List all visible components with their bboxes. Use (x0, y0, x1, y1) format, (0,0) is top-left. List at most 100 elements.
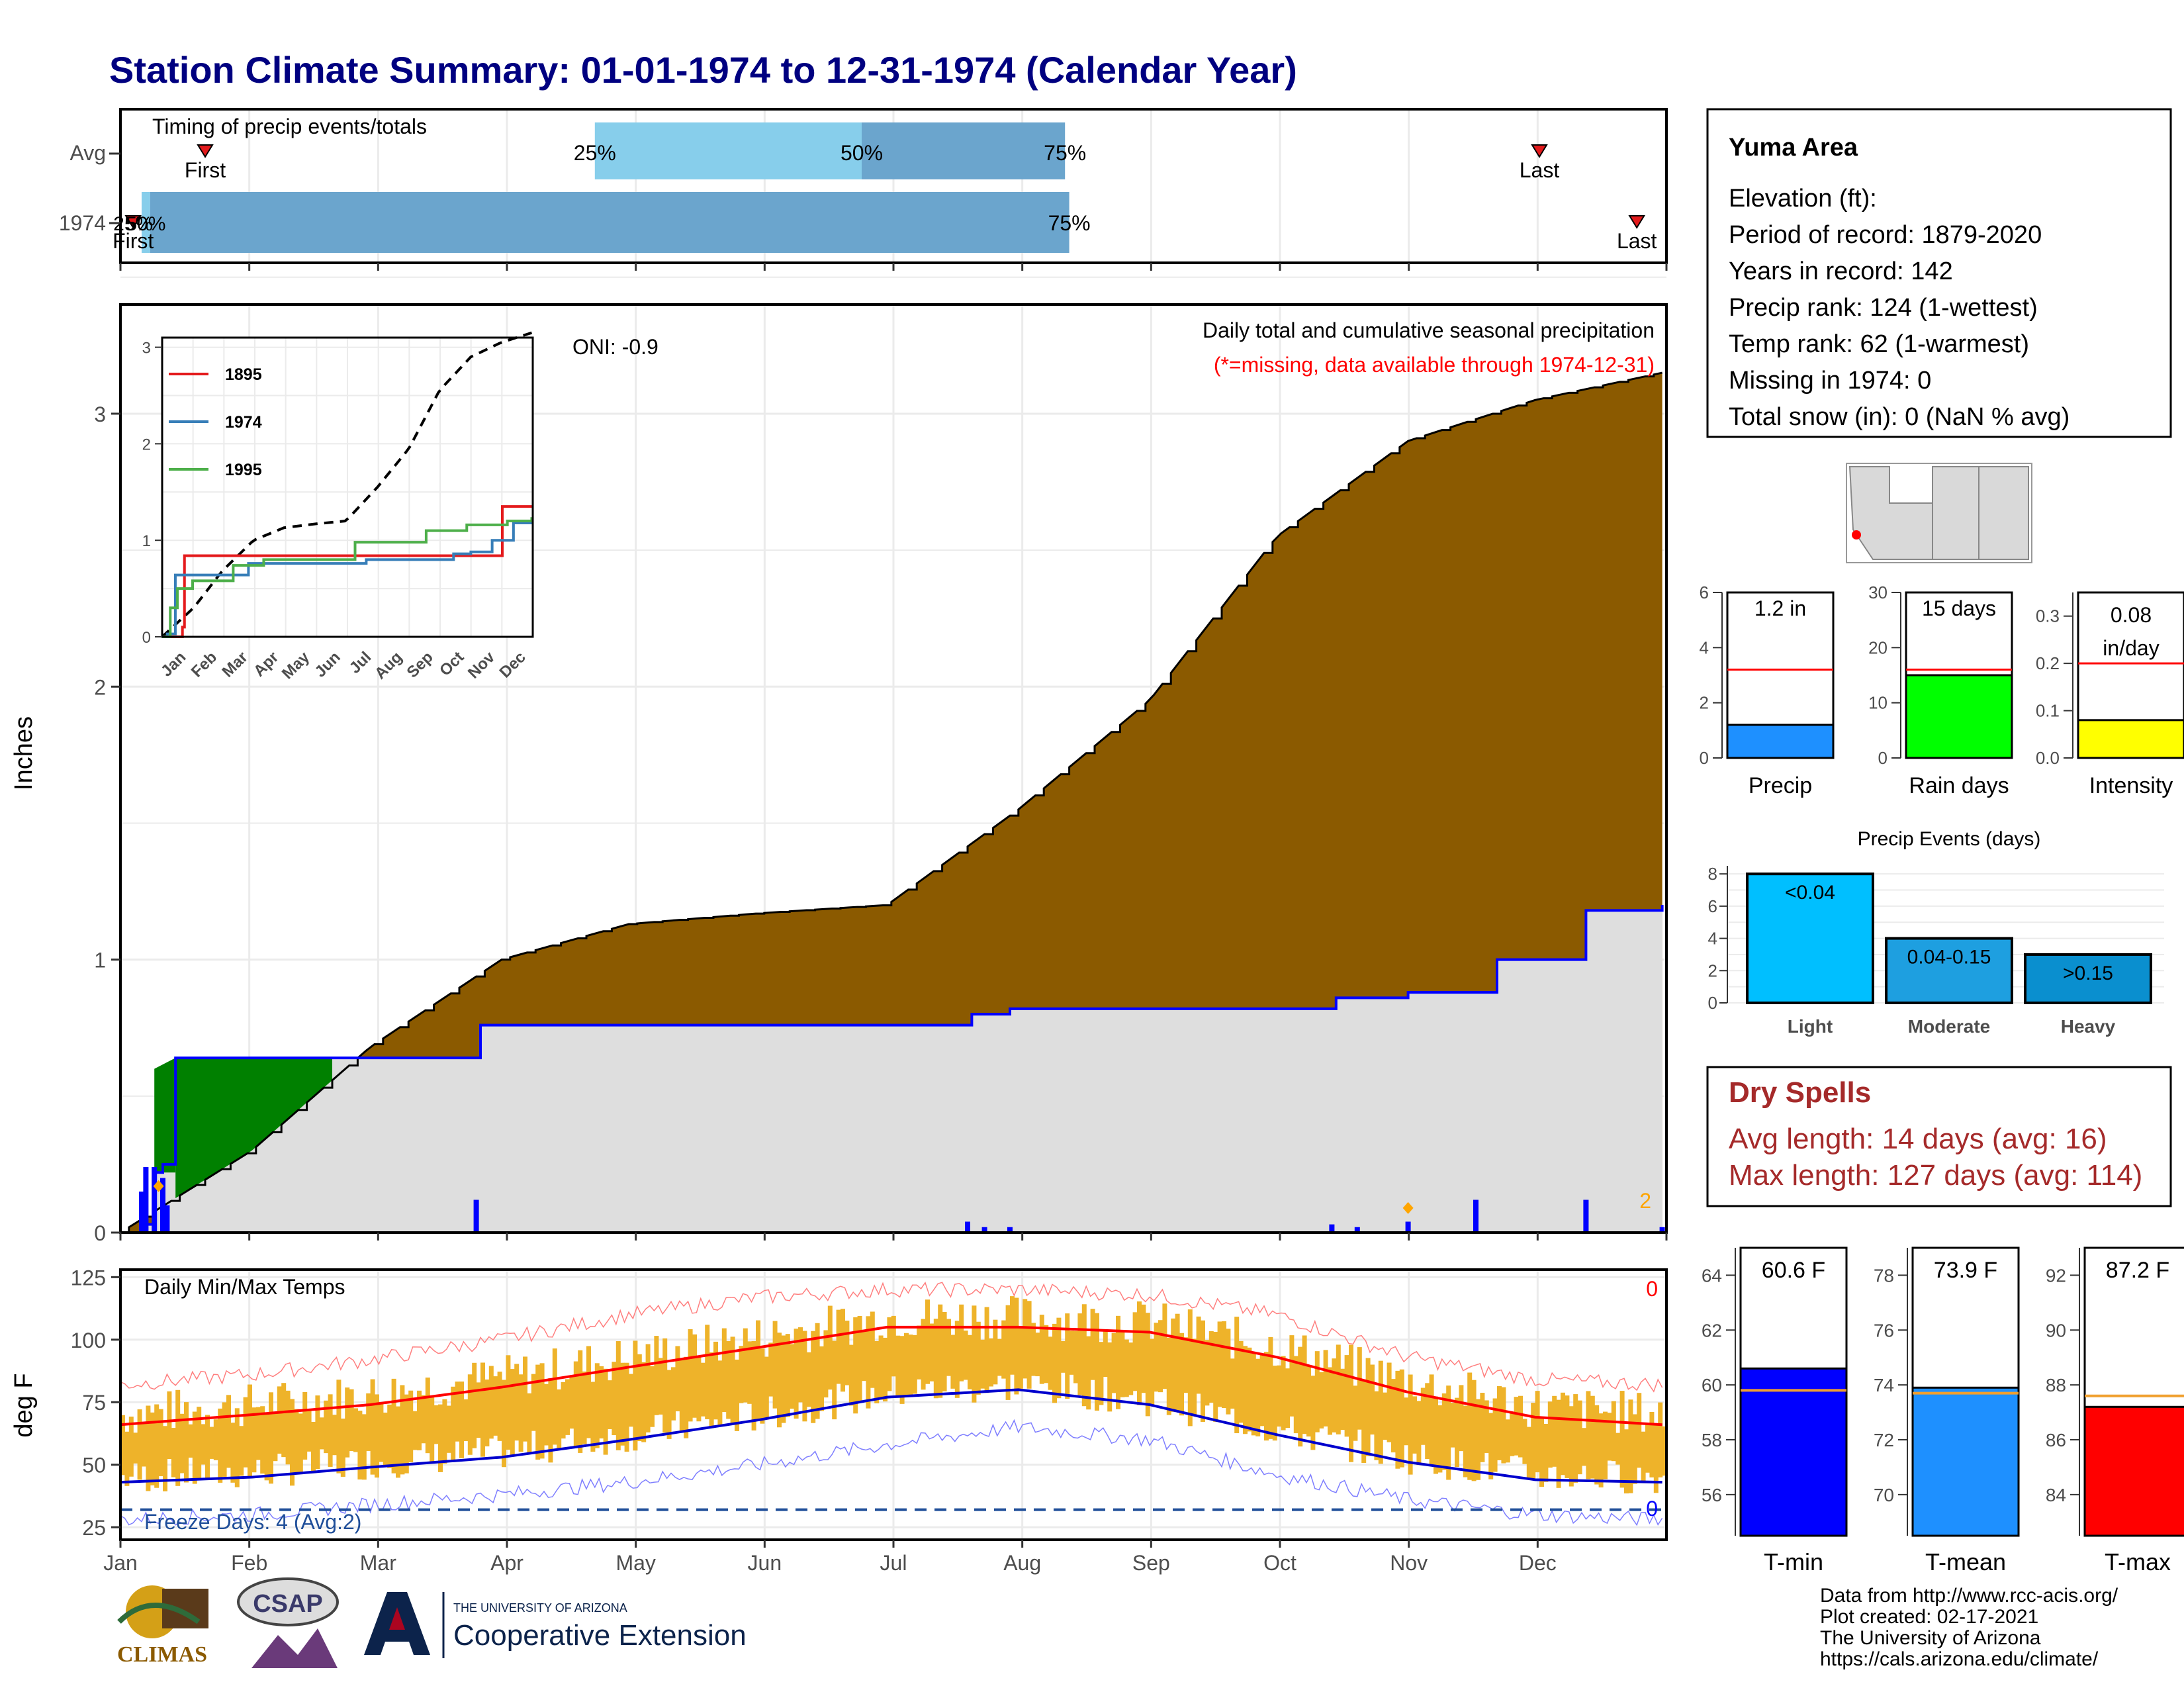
daily-temp-bar (1603, 1411, 1608, 1479)
daily-precip-bar (139, 1192, 144, 1233)
daily-temp-bar (298, 1413, 303, 1472)
y1974-first-label: First (113, 229, 154, 253)
csap-logo: CSAP (237, 1577, 339, 1668)
daily-temp-bar (866, 1316, 871, 1409)
daily-precip-bar (1329, 1224, 1335, 1233)
daily-temp-bar (1649, 1411, 1655, 1477)
temp-y-label: deg F (10, 1373, 38, 1437)
daily-temp-bar (1543, 1423, 1549, 1482)
daily-temp-bar (798, 1327, 803, 1403)
daily-temp-bar (1624, 1429, 1629, 1494)
daily-temp-bar (1141, 1304, 1146, 1393)
logo-strip: CLIMAS CSAP THE UNIVERSITY OF ARIZONA Co… (106, 1575, 754, 1681)
temp-y-tick: 72 (1874, 1430, 1894, 1450)
daily-temp-bar (375, 1394, 379, 1478)
events-title: Precip Events (days) (1858, 828, 2041, 850)
daily-temp-bar (391, 1378, 396, 1474)
daily-temp-bar (430, 1397, 435, 1463)
daily-temp-bar (1137, 1301, 1142, 1405)
temp-bar-label: T-mean (1925, 1548, 2006, 1575)
daily-temp-bar (1010, 1296, 1015, 1375)
month-tick-label: May (615, 1551, 655, 1575)
daily-temp-bar (1001, 1320, 1007, 1379)
daily-temp-bar (1349, 1344, 1353, 1462)
page-title: Station Climate Summary: 01-01-1974 to 1… (109, 49, 1297, 91)
temp-y-tick: 58 (1702, 1430, 1722, 1450)
daily-temp-bar (1277, 1365, 1282, 1427)
daily-temp-bar (692, 1334, 697, 1418)
daily-temp-bar (997, 1338, 1002, 1376)
daily-temp-bar (1577, 1400, 1582, 1475)
daily-temp-bar (603, 1368, 608, 1455)
station-name: Yuma Area (1729, 134, 1858, 162)
daily-temp-bar (921, 1319, 926, 1390)
daily-precip-bar (1473, 1199, 1479, 1233)
precip-surplus-area (175, 1058, 332, 1199)
daily-temp-bar (1573, 1394, 1578, 1483)
daily-temp-bar (573, 1361, 578, 1446)
daily-temp-bar (1090, 1309, 1095, 1380)
daily-temp-bar (230, 1423, 236, 1483)
daily-temp-bar (730, 1336, 735, 1424)
daily-temp-bar (1302, 1335, 1307, 1434)
daily-temp-bar (819, 1346, 824, 1411)
daily-temp-bar (302, 1391, 308, 1460)
daily-temp-bar (586, 1346, 591, 1438)
month-tick-label: Sep (1132, 1551, 1170, 1575)
daily-temp-bar (1471, 1380, 1477, 1481)
temps-label: Daily Min/Max Temps (144, 1275, 345, 1299)
temp-y-tick: 56 (1702, 1485, 1722, 1505)
daily-temp-bar (408, 1390, 414, 1463)
ua-big-text: Cooperative Extension (453, 1619, 747, 1652)
daily-temp-bar (620, 1362, 625, 1446)
daily-temp-bar (1514, 1397, 1519, 1456)
daily-temp-bar (917, 1325, 922, 1380)
daily-precip-bar (1354, 1227, 1360, 1233)
daily-temp-bar (1594, 1405, 1600, 1485)
inset-legend-label: 1995 (225, 461, 262, 479)
daily-temp-bar (1552, 1395, 1557, 1467)
daily-temp-bar (802, 1331, 807, 1422)
daily-temp-bar (790, 1344, 795, 1409)
daily-temp-bar (315, 1395, 320, 1470)
event-category-label: Moderate (1908, 1016, 1990, 1037)
event-category-label: Heavy (2061, 1016, 2116, 1037)
daily-temp-bar (277, 1386, 282, 1454)
daily-temp-bar (857, 1315, 862, 1402)
daily-temp-bar (942, 1311, 947, 1391)
daily-temp-bar (1476, 1399, 1480, 1480)
daily-temp-bar (781, 1335, 786, 1423)
daily-temp-bar (442, 1399, 447, 1464)
daily-temp-bar (188, 1424, 193, 1458)
daily-temp-bar (811, 1331, 816, 1423)
temp-bar-value: 60.6 F (1762, 1258, 1825, 1283)
daily-temp-bar (527, 1393, 532, 1454)
daily-temp-bar (671, 1367, 676, 1421)
daily-temp-bar (929, 1323, 934, 1382)
summary-y-tick: 0 (1878, 748, 1888, 768)
events-y-tick: 6 (1708, 896, 1717, 916)
daily-temp-bar (1455, 1397, 1459, 1468)
daily-temp-bar (1433, 1396, 1438, 1474)
daily-temp-bar (836, 1309, 841, 1384)
daily-temp-bar (1619, 1391, 1625, 1488)
daily-temp-bar (599, 1366, 604, 1438)
y1974-p25-label: 25% (113, 213, 153, 235)
daily-temp-bar (1226, 1329, 1231, 1415)
daily-temp-bar (433, 1405, 439, 1444)
daily-temp-bar (171, 1428, 176, 1477)
precip-subtitle: Daily total and cumulative seasonal prec… (1203, 318, 1655, 342)
avg-max-line (120, 1325, 1662, 1427)
daily-temp-bar (1658, 1402, 1663, 1477)
daily-temp-bar (764, 1356, 769, 1419)
month-tick-label: Jan (103, 1551, 138, 1575)
daily-precip-bar (473, 1199, 479, 1233)
daily-temp-bar (815, 1323, 820, 1419)
daily-temp-bar (1035, 1333, 1040, 1377)
daily-temp-bar (1598, 1413, 1604, 1487)
daily-temp-bar (1488, 1413, 1494, 1479)
daily-temp-bar (1340, 1368, 1345, 1430)
daily-temp-bar (387, 1404, 392, 1468)
daily-temp-bar (938, 1304, 943, 1398)
daily-temp-bar (1344, 1355, 1349, 1437)
